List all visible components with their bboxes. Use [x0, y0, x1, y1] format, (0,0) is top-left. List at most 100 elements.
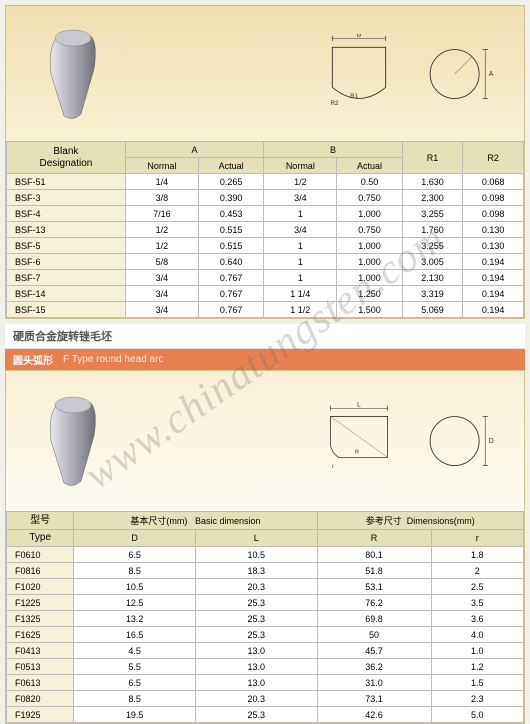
table-cell: 13.2: [74, 611, 196, 627]
table-cell: 1.0: [431, 643, 524, 659]
table-cell: 5.5: [74, 659, 196, 675]
table-cell: 8.5: [74, 691, 196, 707]
table-cell: 0.098: [463, 206, 524, 222]
table-cell: 13.0: [195, 659, 317, 675]
table-cell: 0.640: [198, 254, 263, 270]
table-cell: 6.5: [74, 547, 196, 563]
table-row: BSF-51/20.51511.0003.2550.130: [7, 238, 524, 254]
circle-view-icon-2: D: [424, 406, 494, 476]
table-cell: 3/4: [264, 190, 337, 206]
th-type-cn: 型号: [7, 512, 74, 530]
table-1: Blank Designation A B R1 R2 Normal Actua…: [6, 141, 524, 318]
table-cell: 12.5: [74, 595, 196, 611]
table-cell: 1: [264, 238, 337, 254]
table-cell: 1: [264, 206, 337, 222]
table-cell: 36.2: [317, 659, 431, 675]
circle-view-icon: A: [424, 39, 494, 109]
table-cell: 0.390: [198, 190, 263, 206]
table-cell: 0.50: [337, 174, 402, 190]
table-cell: BSF-7: [7, 270, 126, 286]
table-cell: F0820: [7, 691, 74, 707]
table-cell: 0.767: [198, 286, 263, 302]
label-a: A: [489, 70, 494, 77]
table-cell: 0.750: [337, 190, 402, 206]
table-2: 型号 基本尺寸(mm) Basic dimension 参考尺寸 Dimensi…: [6, 511, 524, 723]
table-cell: BSF-13: [7, 222, 126, 238]
th-b: B: [264, 142, 402, 158]
th-actual-b: Actual: [337, 158, 402, 174]
table-cell: 0.767: [198, 270, 263, 286]
table-cell: 25.3: [195, 707, 317, 723]
table-cell: 3/4: [264, 222, 337, 238]
table-cell: 73.1: [317, 691, 431, 707]
th-r1: R1: [402, 142, 463, 174]
shape-3d-icon-2: [36, 391, 111, 491]
th-ref: 参考尺寸 Dimensions(mm): [317, 512, 523, 530]
table-cell: 3/4: [125, 302, 198, 318]
table-cell: 10.5: [74, 579, 196, 595]
table-cell: 5.069: [402, 302, 463, 318]
th-actual-a: Actual: [198, 158, 263, 174]
table-cell: F1625: [7, 627, 74, 643]
table-cell: 8.5: [74, 563, 196, 579]
table-cell: BSF-6: [7, 254, 126, 270]
table-cell: 1.2: [431, 659, 524, 675]
table-cell: 1: [264, 254, 337, 270]
subtitle-en: F Type round head arc: [63, 354, 163, 365]
table-cell: 25.3: [195, 595, 317, 611]
th-r-small: r: [431, 530, 524, 547]
table-cell: F0513: [7, 659, 74, 675]
table-cell: 25.3: [195, 627, 317, 643]
table-row: F132513.225.369.83.6: [7, 611, 524, 627]
tech-drawing-1: B R1 R2 A: [314, 34, 494, 114]
table-cell: 1/2: [125, 222, 198, 238]
table-cell: 4.5: [74, 643, 196, 659]
table-cell: 2.5: [431, 579, 524, 595]
table-cell: 3.255: [402, 206, 463, 222]
table-row: F192519.525.342.65.0: [7, 707, 524, 723]
table-cell: 20.3: [195, 691, 317, 707]
table-cell: 3.5: [431, 595, 524, 611]
table-row: BSF-33/80.3903/40.7502.3000.098: [7, 190, 524, 206]
section-2-header: 硬质合金旋转锉毛坯 圆头弧形 F Type round head arc: [5, 324, 525, 370]
table-cell: 0.767: [198, 302, 263, 318]
table-row: BSF-47/160.45311.0003.2550.098: [7, 206, 524, 222]
table-cell: F0413: [7, 643, 74, 659]
th-l: L: [195, 530, 317, 547]
section-2: L r R D 型号 基本尺寸(mm) Basic dimension: [5, 370, 525, 724]
table-cell: 2.130: [402, 270, 463, 286]
table-cell: 1 1/4: [264, 286, 337, 302]
table-cell: 51.8: [317, 563, 431, 579]
table-cell: 0.194: [463, 286, 524, 302]
table-cell: 80.1: [317, 547, 431, 563]
table-cell: 0.098: [463, 190, 524, 206]
table-row: BSF-143/40.7671 1/41.2503.3190.194: [7, 286, 524, 302]
table-cell: 0.515: [198, 222, 263, 238]
th-type-en: Type: [7, 530, 74, 547]
table-cell: 1: [264, 270, 337, 286]
table-cell: 31.0: [317, 675, 431, 691]
th-normal-a: Normal: [125, 158, 198, 174]
table-cell: F1020: [7, 579, 74, 595]
table-cell: 10.5: [195, 547, 317, 563]
table-cell: 1/4: [125, 174, 198, 190]
table-cell: 0.194: [463, 270, 524, 286]
th-r2: R2: [463, 142, 524, 174]
label-r2: R2: [331, 100, 339, 107]
table-row: F05135.513.036.21.2: [7, 659, 524, 675]
table-cell: 0.130: [463, 238, 524, 254]
table-cell: 3.6: [431, 611, 524, 627]
label-r-big: R: [355, 449, 359, 455]
table-cell: 0.515: [198, 238, 263, 254]
table-row: BSF-65/80.64011.0003.0050.194: [7, 254, 524, 270]
section-title: 硬质合金旋转锉毛坯: [5, 324, 525, 349]
side-profile-icon-2: L r R: [314, 401, 404, 481]
table-cell: 6.5: [74, 675, 196, 691]
table-cell: 50: [317, 627, 431, 643]
th-blank: Blank Designation: [7, 142, 126, 174]
table-cell: 76.2: [317, 595, 431, 611]
table-row: F08168.518.351.82: [7, 563, 524, 579]
label-r1: R1: [350, 93, 358, 100]
table-cell: 7/16: [125, 206, 198, 222]
table-cell: 5/8: [125, 254, 198, 270]
